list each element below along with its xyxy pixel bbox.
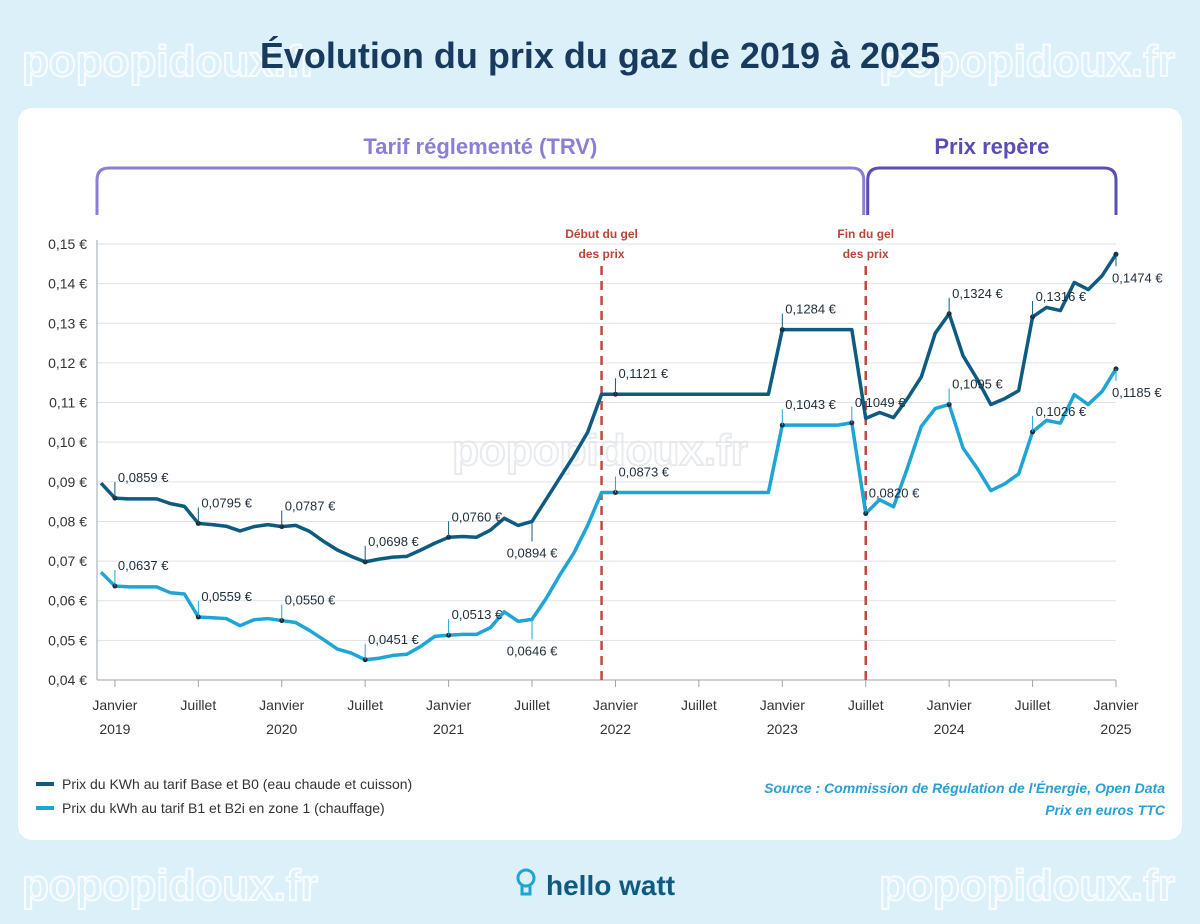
value-label: 0,0795 €: [201, 495, 252, 510]
x-tick-label: Janvier 2023: [760, 697, 805, 737]
value-label: 0,0637 €: [118, 558, 169, 573]
y-tick-label: 0,07 €: [48, 553, 87, 569]
annotation: 0,0894 €: [507, 545, 558, 560]
x-tick-label: Juillet: [514, 697, 550, 713]
x-tick-label: Juillet: [1015, 697, 1051, 713]
value-label: 0,0451 €: [368, 632, 419, 647]
value-label: 0,1043 €: [785, 397, 836, 412]
value-label: 0,0550 €: [285, 593, 336, 608]
period-label: Prix repère: [934, 134, 1049, 159]
x-tick-label: Janvier 2025: [1093, 697, 1138, 737]
watermark: popopidoux.fr: [879, 37, 1175, 86]
source: Source : Commission de Régulation de l'É…: [764, 780, 1165, 796]
value-label: 0,1049 €: [855, 395, 906, 410]
value-label: 0,0859 €: [118, 470, 169, 485]
x-tick-label: Janvier 2022: [593, 697, 638, 737]
y-tick-label: 0,10 €: [48, 434, 87, 450]
period-bracket: [866, 166, 1118, 215]
watermark: popopidoux.fr: [22, 861, 318, 910]
value-label: 0,0559 €: [201, 589, 252, 604]
x-tick-label: Juillet: [848, 697, 884, 713]
value-label: 0,0760 €: [452, 509, 503, 524]
x-tick-label: Janvier 2020: [259, 697, 304, 737]
x-tick-label: Juillet: [347, 697, 383, 713]
value-label: 0,1474 €: [1112, 270, 1163, 285]
value-label: 0,1324 €: [952, 286, 1003, 301]
legend-label: Prix du KWh au tarif Base et B0 (eau cha…: [62, 776, 412, 792]
value-label: 0,1185 €: [1112, 385, 1162, 400]
value-label: 0,1316 €: [1036, 289, 1087, 304]
value-label: 0,1026 €: [1036, 404, 1087, 419]
value-label: 0,0698 €: [368, 534, 419, 549]
y-tick-label: 0,15 €: [48, 236, 87, 252]
card: [18, 108, 1182, 840]
y-tick-label: 0,08 €: [48, 513, 87, 529]
period-label: Tarif réglementé (TRV): [363, 134, 597, 159]
legend-label: Prix du kWh au tarif B1 et B2i en zone 1…: [62, 800, 385, 816]
y-tick-label: 0,04 €: [48, 672, 87, 688]
y-tick-label: 0,11 €: [49, 395, 87, 411]
event-label: Début du gel: [565, 227, 638, 241]
watermark: popopidoux.fr: [22, 37, 318, 86]
annotation: 0,0646 €: [507, 643, 558, 658]
event-label: des prix: [843, 247, 889, 261]
value-label: 0,0787 €: [285, 499, 336, 514]
y-tick-label: 0,13 €: [48, 315, 87, 331]
watermark: popopidoux.fr: [452, 426, 748, 475]
watermark: popopidoux.fr: [879, 861, 1175, 910]
y-tick-label: 0,09 €: [48, 474, 87, 490]
event-label: des prix: [579, 247, 625, 261]
y-tick-label: 0,06 €: [48, 593, 87, 609]
x-tick-label: Juillet: [180, 697, 216, 713]
x-tick-label: Janvier 2021: [426, 697, 471, 737]
period-bracket: [95, 166, 866, 215]
value-label: 0,0820 €: [869, 486, 920, 501]
value-label: 0,1095 €: [952, 377, 1003, 392]
y-tick-label: 0,05 €: [48, 632, 87, 648]
y-tick-label: 0,14 €: [48, 276, 87, 292]
value-label: 0,0873 €: [618, 465, 669, 480]
event-label: Fin du gel: [837, 227, 894, 241]
value-label: 0,1284 €: [785, 302, 836, 317]
x-tick-label: Janvier 2024: [927, 697, 972, 737]
logo-icon: [516, 868, 536, 896]
value-label: 0,0513 €: [452, 607, 503, 622]
value-label: 0,1121 €: [618, 366, 668, 381]
brand: hello watt: [546, 870, 675, 901]
unit-note: Prix en euros TTC: [1045, 802, 1166, 818]
chart-title: Évolution du prix du gaz de 2019 à 2025: [260, 35, 940, 76]
y-tick-label: 0,12 €: [48, 355, 87, 371]
series-line: [99, 253, 1118, 564]
x-tick-label: Juillet: [681, 697, 717, 713]
x-tick-label: Janvier 2019: [92, 697, 137, 737]
